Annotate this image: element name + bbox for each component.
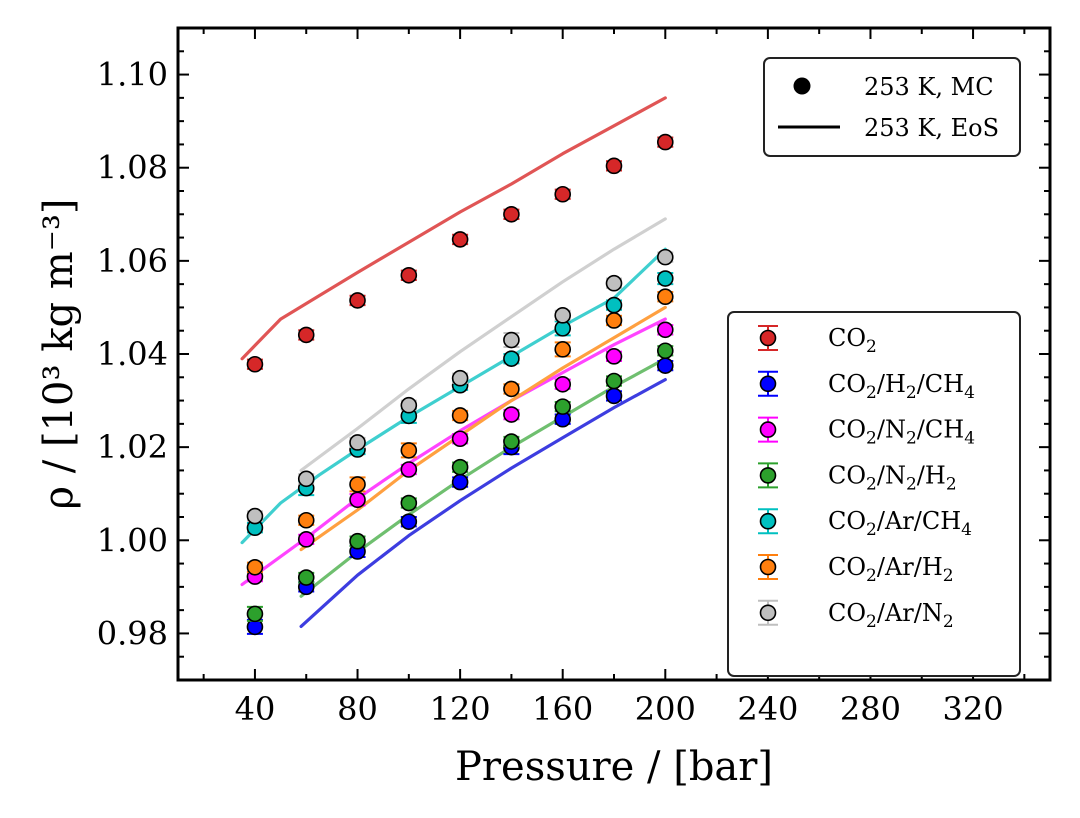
legend-marker-4	[759, 512, 777, 530]
eos-line-5	[299, 305, 667, 552]
mc-point-6-1	[297, 470, 315, 488]
mc-point-1-4	[451, 473, 469, 491]
x-tick-label: 40	[235, 690, 276, 728]
mc-point-6-7	[605, 274, 623, 292]
mc-point-2-4	[451, 430, 469, 448]
x-tick-label: 120	[430, 690, 491, 728]
mc-point-4-7	[605, 296, 623, 314]
mc-point-3-7	[605, 372, 623, 390]
mc-point-6-6	[554, 307, 572, 324]
mc-point-0-7	[605, 157, 623, 175]
mc-point-3-6	[554, 398, 572, 415]
mc-point-1-8	[656, 357, 674, 374]
legend-marker-0	[759, 329, 777, 347]
legend-mc-label: 253 K, MC	[864, 73, 994, 101]
mc-point-5-5	[503, 380, 520, 398]
x-tick-label: 320	[943, 690, 1004, 728]
mc-point-1-7	[605, 387, 623, 405]
mc-point-4-8	[656, 270, 674, 287]
x-tick-label: 240	[737, 690, 798, 728]
mc-point-3-1	[297, 569, 315, 586]
mc-point-2-7	[605, 348, 623, 365]
y-axis-ticks: 0.98 1.00 1.02 1.04 1.06 1.08 1.10	[97, 27, 1050, 681]
x-tick-label: 200	[635, 690, 696, 728]
mc-point-3-2	[349, 532, 366, 550]
x-tick-label: 160	[532, 690, 593, 728]
legend-marker-3	[759, 467, 777, 484]
legend-series-label-2: CO2/N2/CH4	[828, 416, 975, 449]
legend-marker-6	[759, 604, 777, 622]
mc-point-6-3	[400, 396, 418, 414]
legend-series: CO2 CO2/H2/CH4 CO2/N2/CH4 CO2/N2/H2 CO2/Ar/C…	[727, 311, 1021, 677]
x-tick-label: 280	[840, 690, 901, 728]
mc-point-3-5	[503, 433, 520, 450]
mc-point-0-8	[656, 133, 674, 151]
y-tick-label: 1.08	[97, 149, 168, 187]
y-tick-label: 1.04	[97, 335, 168, 373]
mc-point-0-2	[349, 292, 366, 309]
mc-point-5-6	[554, 341, 572, 358]
y-tick-label: 1.00	[97, 521, 168, 559]
mc-point-5-1	[297, 511, 315, 529]
mc-point-2-8	[656, 321, 674, 339]
x-axis-ticks: 40 80 120 160 200 240 280 320	[202, 28, 1026, 728]
mc-point-5-0	[246, 558, 264, 576]
eos-line-0	[240, 96, 667, 361]
mc-point-3-0	[246, 605, 264, 623]
mc-point-1-3	[400, 513, 418, 530]
mc-point-3-8	[656, 342, 674, 360]
mc-point-3-3	[400, 494, 418, 512]
eos-line-6	[299, 217, 667, 472]
mc-point-5-2	[349, 476, 366, 493]
mc-point-5-4	[451, 407, 469, 424]
legend-eos-label: 253 K, EoS	[864, 114, 999, 142]
mc-point-5-8	[656, 288, 674, 306]
mc-point-2-6	[554, 375, 572, 393]
legend-series-label-4: CO2/Ar/CH4	[828, 507, 972, 540]
legend-mc-marker	[793, 77, 811, 95]
y-tick-label: 1.10	[97, 56, 168, 94]
legend-marker-1	[759, 375, 777, 393]
legend-series-label-1: CO2/H2/CH4	[828, 370, 975, 403]
legend-series-label-5: CO2/Ar/H2	[828, 553, 954, 586]
legend-series-box	[727, 311, 1021, 677]
mc-point-2-2	[349, 491, 366, 509]
y-tick-label: 1.06	[97, 242, 168, 280]
mc-point-6-8	[656, 248, 674, 266]
legend-series-label-3: CO2/N2/H2	[828, 461, 957, 494]
x-axis-title: Pressure / [bar]	[455, 744, 773, 790]
y-axis-title: ρ / [10³ kg m⁻³]	[36, 199, 82, 510]
mc-point-6-5	[503, 331, 520, 349]
mc-markers	[246, 133, 674, 636]
mc-point-6-0	[246, 507, 264, 525]
legend-series-label-0: CO2	[828, 324, 877, 357]
mc-point-0-0	[246, 355, 264, 373]
eos-line-4	[240, 247, 667, 545]
mc-point-0-5	[503, 205, 520, 223]
x-tick-label: 80	[337, 690, 378, 728]
legend-marker-5	[759, 558, 777, 576]
y-tick-label: 1.02	[97, 428, 168, 466]
mc-point-4-5	[503, 350, 520, 367]
mc-point-0-1	[297, 326, 315, 344]
eos-line-1	[299, 378, 667, 629]
legend-style: 253 K, MC 253 K, EoS	[763, 57, 1021, 157]
y-tick-label: 0.98	[97, 614, 168, 652]
mc-point-0-6	[554, 185, 572, 203]
legend-marker-2	[759, 421, 777, 438]
mc-point-3-4	[451, 458, 469, 476]
eos-line-3	[299, 357, 667, 598]
mc-point-5-3	[400, 442, 418, 459]
mc-point-2-3	[400, 461, 418, 478]
mc-point-2-5	[503, 406, 520, 423]
legend-style-box	[763, 57, 1021, 157]
mc-point-6-2	[349, 434, 366, 451]
mc-point-6-4	[451, 369, 469, 387]
legend-series-label-6: CO2/Ar/N2	[828, 599, 954, 632]
mc-point-0-3	[400, 266, 418, 284]
mc-point-5-7	[605, 312, 623, 329]
mc-point-0-4	[451, 231, 469, 248]
mc-point-2-1	[297, 531, 315, 548]
